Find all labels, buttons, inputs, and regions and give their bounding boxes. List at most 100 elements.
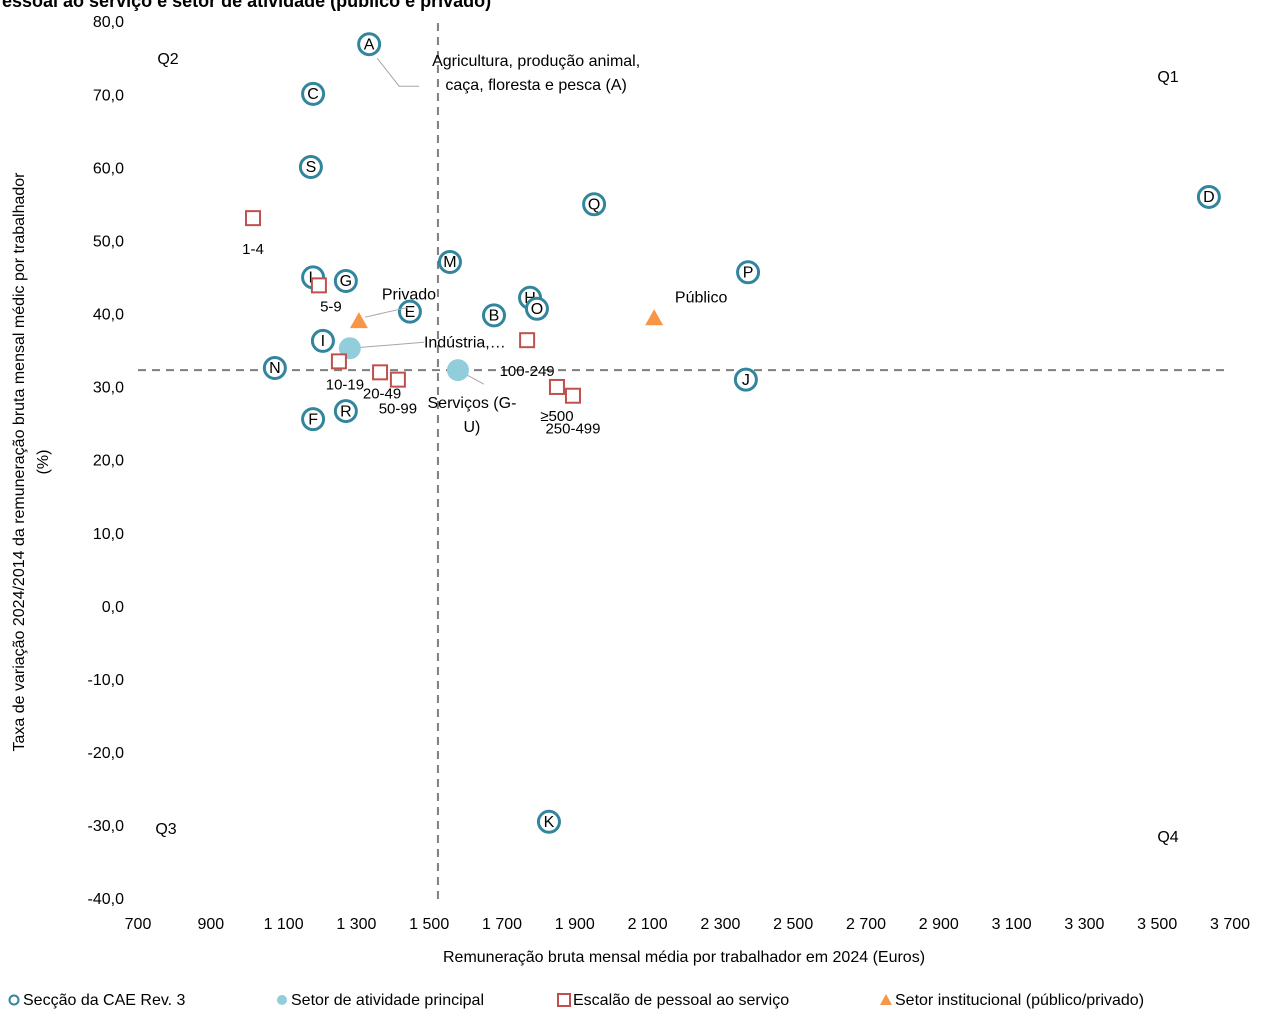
- x-tick-label: 3 100: [992, 916, 1032, 933]
- point: [310, 328, 335, 353]
- point: [357, 32, 382, 57]
- point-label: Agricultura, produção animal, caça, flor…: [432, 53, 641, 95]
- point-label: ≥500: [540, 408, 573, 425]
- point: [536, 809, 561, 834]
- point-label: D: [1203, 189, 1215, 206]
- point-label: 50-99: [379, 401, 417, 418]
- leader-line: [349, 341, 424, 349]
- point-label: F: [308, 411, 318, 428]
- leader-line: [364, 306, 410, 318]
- y-tick-label: 70,0: [93, 87, 124, 104]
- legend-label: Escalão de pessoal ao serviço: [573, 992, 789, 1009]
- point: [389, 371, 406, 388]
- point-label: 1-4: [242, 241, 264, 258]
- point: [645, 309, 664, 326]
- point-label: Público: [675, 289, 728, 306]
- point-label: Serviços (G-U): [427, 395, 517, 437]
- y-tick-label: 50,0: [93, 233, 124, 250]
- point-label: O: [531, 301, 543, 318]
- point: [330, 353, 347, 370]
- point: [333, 399, 358, 424]
- point: [245, 210, 262, 227]
- point: [349, 312, 368, 329]
- point-label: K: [544, 814, 555, 831]
- y-tick-label: -30,0: [88, 818, 125, 835]
- point: [564, 387, 581, 404]
- quadrant-label: Q3: [155, 821, 176, 838]
- point: [733, 367, 758, 392]
- point-label: Indústria,…: [424, 334, 506, 351]
- x-tick-label: 3 300: [1064, 916, 1104, 933]
- y-tick-label: 60,0: [93, 160, 124, 177]
- point-label: E: [405, 304, 416, 321]
- point: [519, 332, 536, 349]
- y-tick-label: 10,0: [93, 526, 124, 543]
- quadrant-label: Q2: [157, 51, 178, 68]
- point-label-box: Agricultura, produção animal, caça, flor…: [432, 53, 641, 95]
- legend-symbol: [557, 993, 571, 1007]
- x-tick-label: 1 700: [482, 916, 522, 933]
- point: [1196, 184, 1221, 209]
- point-label: N: [269, 360, 281, 377]
- legend-label: Setor de atividade principal: [291, 992, 484, 1009]
- x-tick-label: 1 300: [336, 916, 376, 933]
- point-label: C: [307, 86, 319, 103]
- point: [372, 364, 389, 381]
- point-label: J: [742, 372, 750, 389]
- point-label: Q: [588, 196, 600, 213]
- point-label: H: [524, 290, 536, 307]
- point-label: 100-249: [500, 363, 555, 380]
- x-tick-label: 2 100: [628, 916, 668, 933]
- point: [446, 359, 469, 382]
- point-label: I: [321, 333, 325, 350]
- point-label: G: [340, 273, 352, 290]
- x-tick-label: 2 500: [773, 916, 813, 933]
- x-tick-label: 700: [125, 916, 152, 933]
- point-label: A: [364, 36, 375, 53]
- point-label: 5-9: [320, 298, 342, 315]
- point-label: P: [743, 264, 754, 281]
- point-label-box: Serviços (G-U): [427, 395, 517, 437]
- legend-label: Secção da CAE Rev. 3: [23, 992, 186, 1009]
- point: [524, 296, 549, 321]
- y-tick-label: -40,0: [88, 891, 125, 908]
- point: [298, 154, 323, 179]
- x-tick-label: 2 700: [846, 916, 886, 933]
- point: [301, 81, 326, 106]
- x-tick-label: 3 500: [1137, 916, 1177, 933]
- x-axis-label: Remuneração bruta mensal média por traba…: [443, 949, 925, 966]
- point: [437, 249, 462, 274]
- legend-symbol: [8, 994, 20, 1006]
- point-label: S: [306, 159, 317, 176]
- legend-label: Setor institucional (público/privado): [895, 992, 1144, 1009]
- point-label: B: [489, 308, 500, 325]
- x-tick-label: 1 100: [264, 916, 304, 933]
- x-tick-label: 3 700: [1210, 916, 1250, 933]
- point: [397, 299, 422, 324]
- y-tick-label: 40,0: [93, 307, 124, 324]
- point: [582, 192, 607, 217]
- point-label: 20-49: [363, 385, 401, 402]
- y-axis-label: (%): [35, 450, 52, 475]
- y-tick-label: 0,0: [102, 599, 124, 616]
- leader-line: [376, 57, 420, 87]
- legend-symbol: [277, 995, 287, 1005]
- x-tick-label: 1 500: [409, 916, 449, 933]
- y-tick-label: 20,0: [93, 453, 124, 470]
- point: [548, 378, 565, 395]
- point: [310, 277, 327, 294]
- chart-title: essoal ao serviço e setor de atividade (…: [2, 0, 491, 11]
- x-tick-label: 2 900: [919, 916, 959, 933]
- point-label: Privado: [382, 286, 436, 303]
- y-tick-label: -10,0: [88, 672, 125, 689]
- x-tick-label: 900: [197, 916, 224, 933]
- point-label: M: [443, 254, 456, 271]
- legend-symbol: [880, 994, 892, 1005]
- point-label: R: [340, 403, 352, 420]
- point: [301, 407, 326, 432]
- x-tick-label: 1 900: [555, 916, 595, 933]
- point: [481, 303, 506, 328]
- y-axis-label: Taxa de variação 2024/2014 da remuneraçã…: [11, 172, 28, 752]
- quadrant-label: Q4: [1157, 829, 1178, 846]
